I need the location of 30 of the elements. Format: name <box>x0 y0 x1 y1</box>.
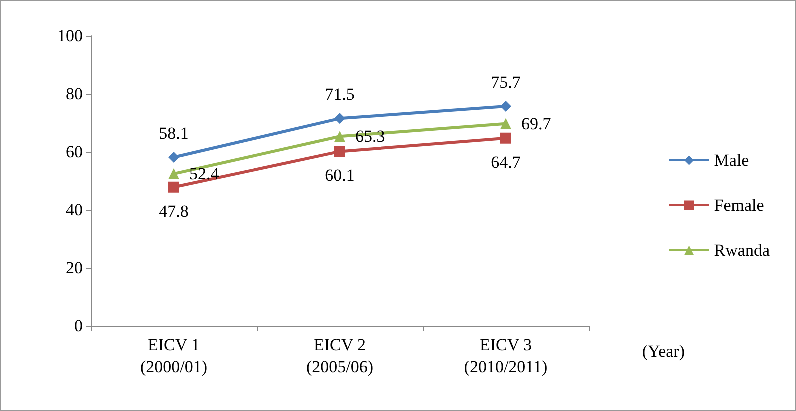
text: (Year) <box>642 342 686 361</box>
y-tick-label: 60 <box>66 142 83 162</box>
point <box>168 168 180 180</box>
y-tick-label: 0 <box>74 316 83 336</box>
point <box>500 100 512 112</box>
point <box>500 132 512 144</box>
data-label: 60.1 <box>325 166 355 186</box>
point <box>334 146 346 158</box>
data-label: 47.8 <box>159 202 189 221</box>
legend-label: Male <box>714 151 750 170</box>
data-label: 75.7 <box>491 72 522 92</box>
y-tick-label: 40 <box>66 200 83 220</box>
legend-label: Female <box>714 196 764 215</box>
legend-label: Rwanda <box>714 241 770 260</box>
point <box>334 113 346 124</box>
y-tick-label: 100 <box>58 26 83 46</box>
data-label: 64.7 <box>491 152 522 172</box>
y-tick-label: 80 <box>66 84 83 104</box>
data-label: 58.1 <box>159 124 189 144</box>
data-label: 71.5 <box>325 85 355 104</box>
x-tick-label: EICV 2 (2005/06) <box>306 336 374 376</box>
point <box>168 152 180 164</box>
y-tick-label: 20 <box>66 258 83 278</box>
data-label: 52.4 <box>190 164 220 184</box>
x-tick-label: EICV 3 (2010/2011) <box>464 336 548 376</box>
point <box>334 131 346 142</box>
data-label: 69.7 <box>522 114 552 134</box>
point <box>168 182 180 193</box>
x-tick-label: EICV 1 (2000/01) <box>140 336 208 376</box>
point <box>500 118 512 130</box>
